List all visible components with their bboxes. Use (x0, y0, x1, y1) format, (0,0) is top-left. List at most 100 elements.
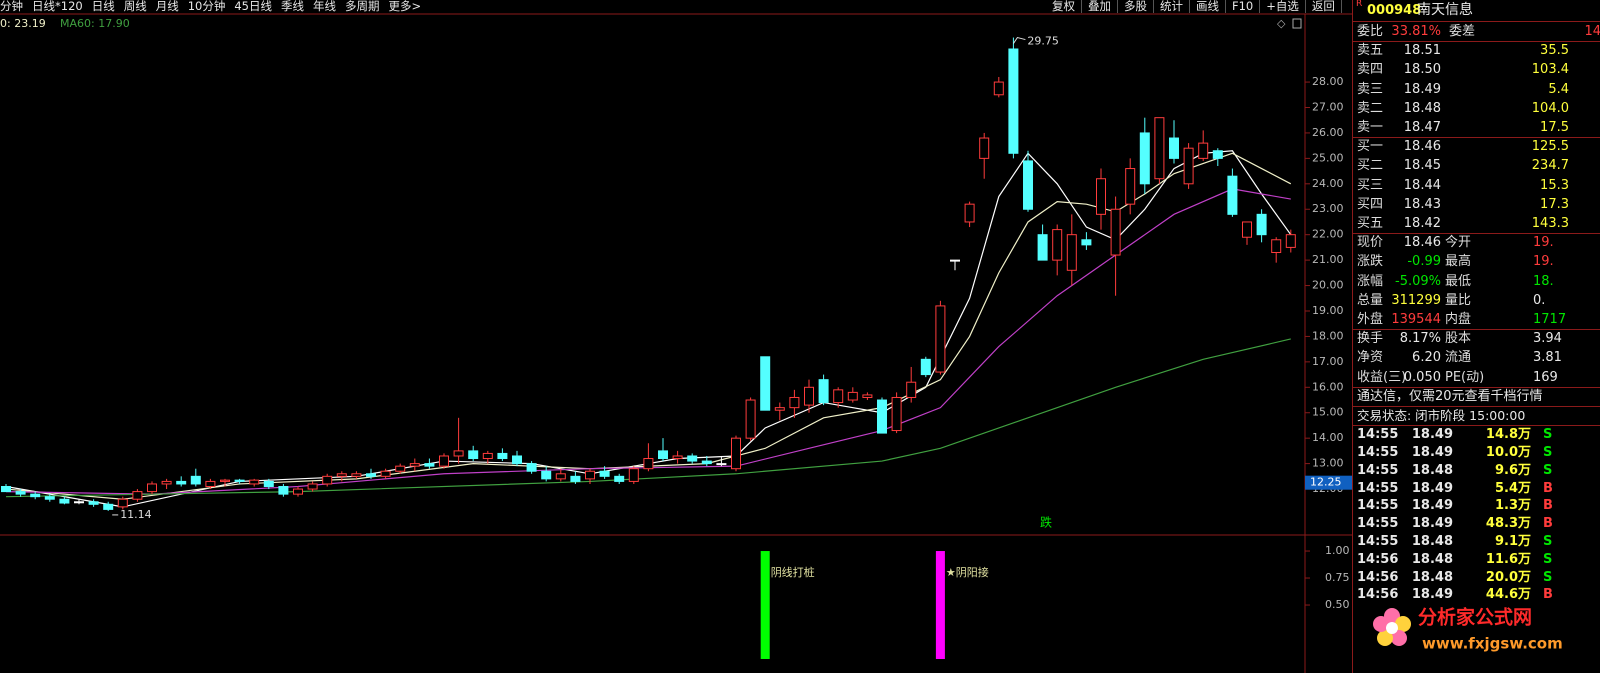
candle-body (1023, 160, 1033, 210)
status: 交易状态: 闭市阶段 15:00:00 (1357, 408, 1526, 423)
candle-body (555, 473, 566, 480)
value: 33.81% (1391, 24, 1441, 39)
stock-name: 南天信息 (1417, 2, 1473, 18)
book-volume: 143.3 (1531, 216, 1569, 231)
stat-label: 涨跌 (1357, 254, 1384, 270)
flag: R (1356, 0, 1363, 9)
menu-item[interactable]: 叠加 (1082, 0, 1118, 13)
candle-body (1227, 175, 1238, 215)
trade-price: 18.48 (1411, 462, 1453, 478)
candle-body (497, 452, 508, 460)
candle-body (731, 437, 741, 470)
candle-body (176, 480, 187, 485)
book-volume: 17.3 (1540, 196, 1569, 212)
trade-price: 18.48 (1411, 534, 1453, 549)
stat-label: 外盘 (1357, 312, 1384, 327)
icon-diamond[interactable]: ◇ (1277, 17, 1286, 30)
trade-side: S (1543, 445, 1553, 460)
book-volume: 125.5 (1531, 139, 1569, 155)
stat-label: 内盘 (1445, 312, 1472, 327)
menu-item[interactable]: 多股 (1118, 0, 1154, 13)
y-tick-label: 13.00 (1312, 457, 1344, 470)
candle-body (862, 394, 873, 398)
candle-body (1052, 229, 1063, 261)
candle-body (891, 396, 902, 432)
candle-body (526, 463, 537, 472)
candle-body (701, 460, 712, 465)
menu-item[interactable]: 周线 (123, 0, 147, 13)
stat-label: 最高 (1445, 254, 1472, 270)
menu-item[interactable]: 月线 (155, 0, 179, 13)
candle-body (103, 503, 114, 510)
stat-value: 139544 (1391, 312, 1441, 327)
candle-body (658, 450, 668, 460)
menu-item[interactable]: 日线 (91, 0, 115, 13)
candle-body (30, 493, 41, 498)
icon-window[interactable] (1292, 18, 1302, 29)
menu-item[interactable]: 多周期 (344, 0, 380, 13)
menu-item[interactable]: 更多> (388, 0, 422, 13)
menu-item[interactable]: 复权 (1046, 0, 1082, 13)
watermark-title: 分析家公式网 (1418, 606, 1532, 629)
menu-item[interactable]: F10 (1226, 0, 1261, 13)
trade-price: 18.49 (1411, 498, 1453, 514)
stat-label: 量比 (1445, 292, 1472, 308)
candle-body (541, 470, 552, 480)
trade-volume: 9.1万 (1494, 534, 1531, 549)
trade-price: 18.49 (1411, 587, 1453, 603)
menu-item[interactable]: 季线 (280, 0, 304, 13)
candle-body (1066, 234, 1077, 271)
book-label: 买五 (1357, 216, 1384, 231)
candle-body (249, 479, 260, 485)
menu-item[interactable]: 日线*120 (32, 0, 83, 13)
label: 委差 (1449, 24, 1476, 39)
candle-body (585, 470, 595, 480)
candle-body (395, 465, 406, 472)
candle-body (1183, 147, 1194, 185)
stat-label: 股本 (1445, 331, 1472, 347)
trade-volume: 48.3万 (1485, 516, 1531, 532)
candle-body (322, 475, 333, 485)
trade-side: S (1543, 462, 1553, 478)
candle-body (906, 381, 917, 398)
menu-item[interactable]: 10分钟 (187, 0, 226, 13)
candle-body (409, 463, 420, 467)
candle-body (366, 473, 376, 477)
y-tick-label: 21.00 (1312, 253, 1344, 266)
menu-item[interactable]: +自选 (1260, 0, 1306, 13)
candle-body (599, 470, 610, 477)
separator (1353, 406, 1600, 407)
candle-body (745, 399, 756, 439)
menu-item[interactable]: 45日线 (234, 0, 272, 13)
trade-side: B (1543, 516, 1553, 532)
trade-time: 14:55 (1357, 445, 1399, 460)
menu-item[interactable]: 返回 (1306, 0, 1342, 13)
signal-text: 跌 (1040, 515, 1052, 530)
menu-item[interactable]: 画线 (1190, 0, 1226, 13)
stat-value: 1717 (1533, 312, 1567, 327)
candle-body (468, 450, 479, 460)
trade-side: B (1543, 480, 1553, 496)
candle-body (234, 479, 245, 482)
trade-side: S (1543, 569, 1553, 585)
candle-body (278, 486, 289, 495)
trade-time: 14:55 (1357, 462, 1399, 478)
candle-body (1008, 48, 1019, 154)
candle-body (1139, 132, 1150, 185)
candle-body (1198, 142, 1209, 159)
menu-item[interactable]: 统计 (1154, 0, 1190, 13)
y-tick-label: 22.00 (1312, 228, 1344, 241)
menu-item[interactable]: 分钟 (0, 0, 23, 13)
book-volume: 15.3 (1540, 177, 1569, 193)
book-volume: 104.0 (1531, 100, 1569, 116)
y-tick-label: 27.00 (1312, 101, 1344, 114)
book-volume: 35.5 (1540, 43, 1569, 59)
candle-body (920, 358, 931, 376)
stat-value: 6.20 (1412, 350, 1441, 366)
menu-right: 复权 叠加 多股 统计 画线 F10 +自选 返回 (1046, 0, 1342, 13)
trade-time: 14:55 (1357, 480, 1399, 496)
candle-body (877, 399, 887, 434)
menu-item[interactable]: 年线 (312, 0, 336, 13)
trade-volume: 11.6万 (1485, 551, 1531, 567)
watermark: 分析家公式网 www.fxjgsw.com (1373, 606, 1563, 653)
